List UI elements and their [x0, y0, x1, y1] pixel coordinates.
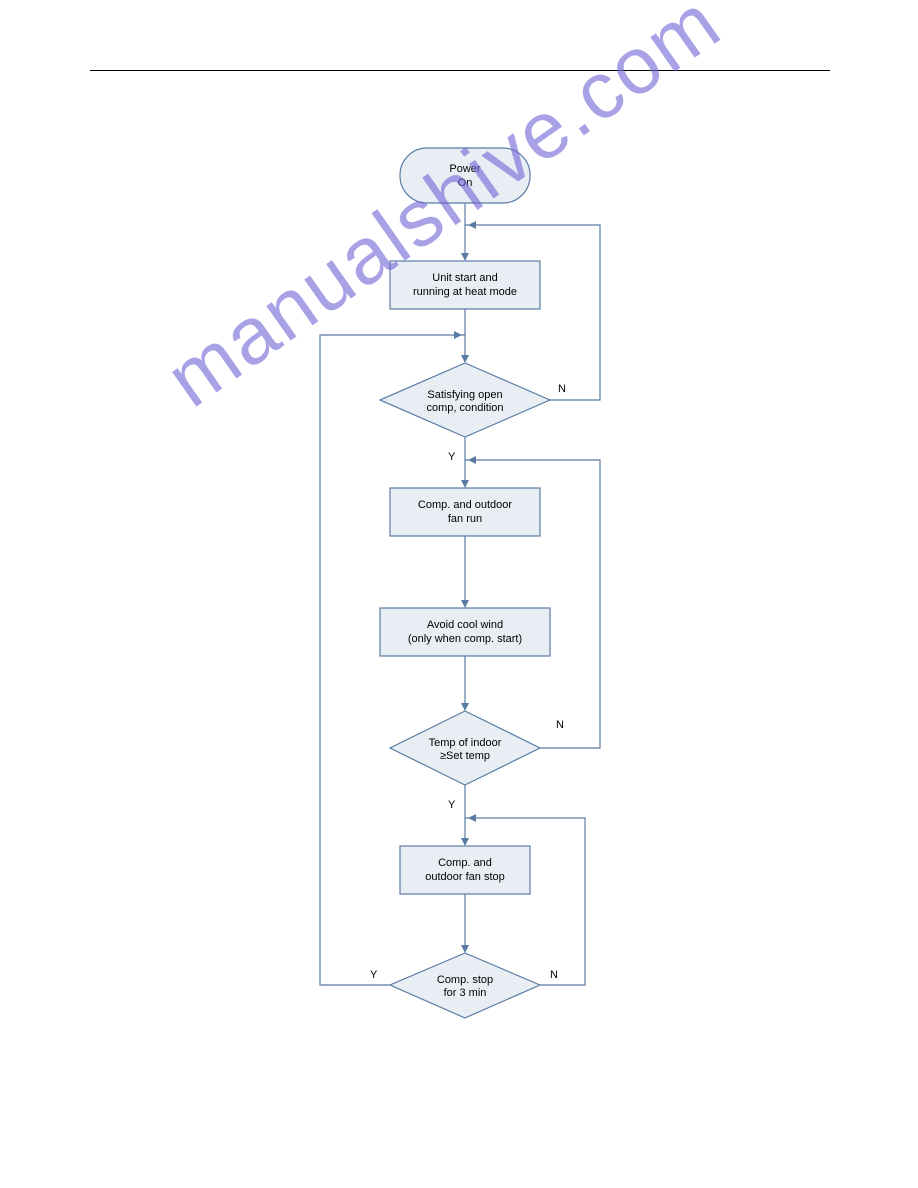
n1-l2: On	[458, 177, 473, 189]
n7-l2: outdoor fan stop	[425, 871, 505, 883]
n5-l1: Avoid cool wind	[427, 619, 503, 631]
n8-l1: Comp. stop	[437, 974, 493, 986]
n2-l1: Unit start and	[432, 272, 497, 284]
n6-l2: ≥Set temp	[440, 750, 490, 762]
n1-l1: Power	[449, 163, 481, 175]
node-unit-start	[390, 261, 540, 309]
node-power-on	[400, 148, 530, 203]
n3-l1: Satisfying open	[427, 389, 502, 401]
n8-l2: for 3 min	[444, 987, 487, 999]
n7-l1: Comp. and	[438, 857, 492, 869]
n3-N: N	[558, 383, 566, 395]
n6-N: N	[556, 719, 564, 731]
n2-l2: running at heat mode	[413, 286, 517, 298]
n4-l1: Comp. and outdoor	[418, 499, 513, 511]
n3-Y: Y	[448, 451, 456, 463]
node-comp-stop	[400, 846, 530, 894]
n8-N: N	[550, 969, 558, 981]
n5-l2: (only when comp. start)	[408, 633, 522, 645]
flowchart-svg: Power On Unit start and running at heat …	[0, 0, 918, 1188]
n8-Y: Y	[370, 969, 378, 981]
n6-l1: Temp of indoor	[429, 737, 502, 749]
node-avoid-cool	[380, 608, 550, 656]
node-comp-run	[390, 488, 540, 536]
n4-l2: fan run	[448, 513, 482, 525]
n6-Y: Y	[448, 799, 456, 811]
n3-l2: comp, condition	[426, 402, 503, 414]
